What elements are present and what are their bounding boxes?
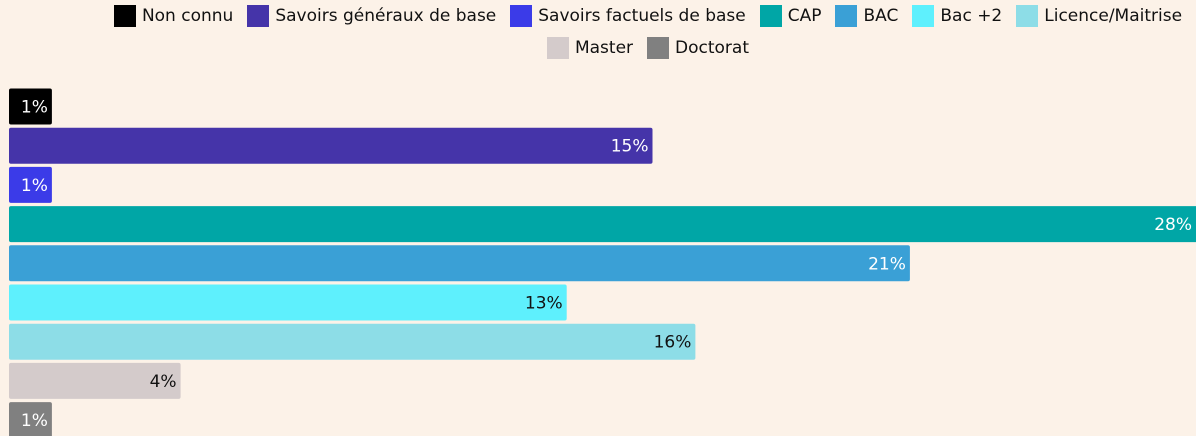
value-label: 15% xyxy=(611,137,649,157)
legend-swatch xyxy=(647,37,670,59)
legend-label: Bac +2 xyxy=(940,6,1003,26)
bar xyxy=(9,206,1196,243)
bar xyxy=(9,362,181,399)
value-label: 13% xyxy=(525,294,563,314)
value-label: 28% xyxy=(1154,215,1192,235)
legend-swatch xyxy=(510,5,533,27)
legend-swatch xyxy=(759,5,782,27)
legend-swatch xyxy=(247,5,270,27)
legend-label: Master xyxy=(574,38,634,58)
legend-label: Savoirs factuels de base xyxy=(538,6,746,26)
legend-item: Bac +2 xyxy=(912,4,1002,28)
legend-swatch xyxy=(835,5,858,27)
bar xyxy=(9,323,696,360)
bar xyxy=(9,402,52,436)
legend-item: Doctorat xyxy=(647,36,749,60)
bar xyxy=(9,88,52,125)
legend-item: Master xyxy=(546,36,634,60)
legend-item: Savoirs généraux de base xyxy=(247,4,496,28)
legend-label: BAC xyxy=(863,6,899,26)
legend: Non connu Savoirs généraux de base Savoirs… xyxy=(100,4,1196,60)
value-label: 16% xyxy=(654,333,692,353)
legend-swatch xyxy=(546,37,569,59)
value-label: 1% xyxy=(21,411,48,431)
value-label: 21% xyxy=(868,254,906,274)
legend-swatch xyxy=(1016,5,1039,27)
legend-item: Savoirs factuels de base xyxy=(510,4,746,28)
value-label: 4% xyxy=(150,372,177,392)
legend-label: Non connu xyxy=(141,6,234,26)
legend-item: Licence/Maitrise xyxy=(1016,4,1182,28)
legend-label: Savoirs généraux de base xyxy=(275,6,497,26)
value-label: 1% xyxy=(21,176,48,196)
legend-swatch xyxy=(912,5,935,27)
legend-swatch xyxy=(113,5,136,27)
bar xyxy=(9,166,52,203)
legend-item: Non connu xyxy=(113,4,234,28)
value-label: 1% xyxy=(21,98,48,118)
legend-label: Doctorat xyxy=(675,38,750,58)
legend-label: CAP xyxy=(787,6,822,26)
bar xyxy=(9,127,653,164)
legend-item: CAP xyxy=(759,4,822,28)
legend-label: Licence/Maitrise xyxy=(1044,6,1183,26)
bar xyxy=(9,284,567,321)
legend-item: BAC xyxy=(835,4,898,28)
bar xyxy=(9,245,910,282)
